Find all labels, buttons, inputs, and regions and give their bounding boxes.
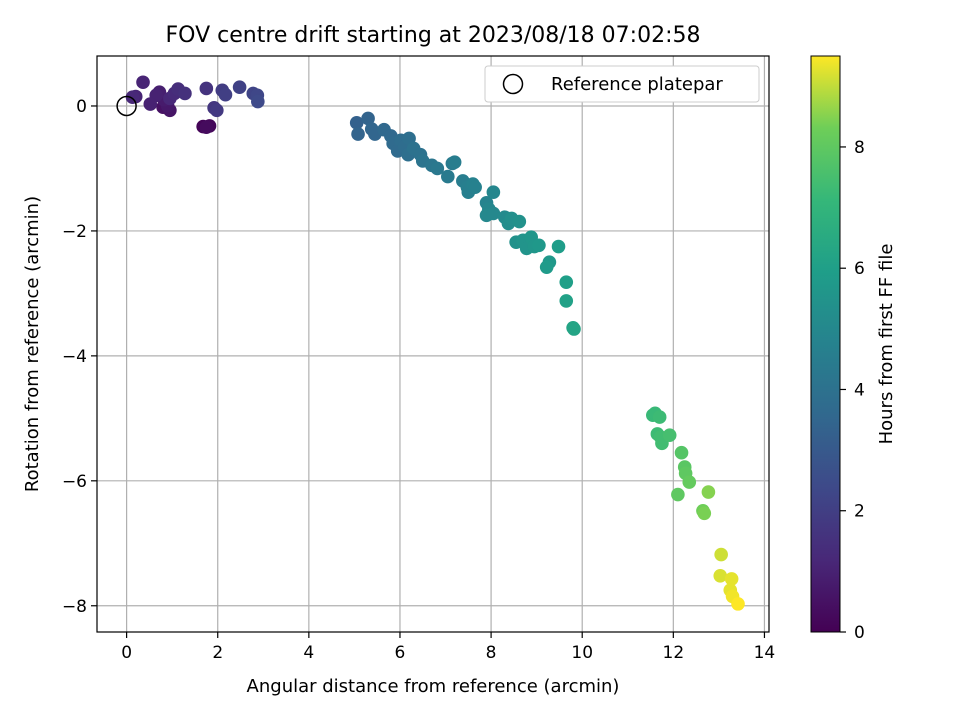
data-point — [559, 294, 574, 308]
colorbar-tick-label: 4 — [854, 380, 865, 400]
colorbar-ticks: 0 2 4 6 8 — [840, 138, 865, 643]
data-point — [724, 572, 739, 586]
data-point — [447, 155, 462, 170]
y-axis-label: Rotation from reference (arcmin) — [22, 196, 43, 492]
data-point — [697, 506, 712, 521]
reference-platepar-marker — [116, 95, 137, 117]
x-tick-label: 0 — [121, 643, 132, 663]
data-point — [652, 410, 667, 424]
x-tick-label: 12 — [663, 643, 685, 663]
data-point — [701, 485, 716, 499]
data-point — [178, 86, 192, 101]
legend-label: Reference platepar — [551, 74, 723, 95]
data-point — [559, 275, 574, 289]
x-tick-label: 10 — [571, 643, 593, 663]
colorbar-gradient — [810, 55, 841, 633]
data-point — [486, 185, 501, 199]
data-point — [671, 487, 685, 502]
colorbar-tick-label: 2 — [854, 502, 865, 522]
data-point — [430, 161, 445, 176]
chart-title: FOV centre drift starting at 2023/08/18 … — [166, 23, 701, 48]
legend-box — [484, 65, 760, 103]
data-point — [251, 94, 265, 109]
data-point — [512, 214, 527, 229]
y-tick-label: −4 — [62, 347, 87, 367]
x-tick-label: 6 — [395, 643, 406, 663]
reference-marker-layer — [116, 95, 137, 117]
legend-marker-open-circle — [502, 73, 524, 95]
data-point — [143, 97, 158, 111]
y-tick-label: −8 — [62, 597, 87, 617]
data-point — [199, 81, 214, 96]
colorbar-tick-label: 6 — [854, 259, 865, 279]
x-axis-ticks: 0 2 4 6 8 10 12 14 — [121, 632, 775, 663]
y-tick-label: 0 — [76, 97, 87, 117]
data-point — [662, 428, 677, 443]
data-point — [674, 445, 689, 460]
x-axis-label: Angular distance from reference (arcmin) — [247, 676, 620, 697]
grid-lines — [97, 56, 769, 632]
data-point — [349, 116, 364, 130]
x-tick-label: 4 — [303, 643, 314, 663]
plot-frame — [96, 55, 770, 633]
data-point — [125, 90, 140, 105]
data-point — [567, 322, 581, 336]
y-axis-ticks: 0 −2 −4 −6 −8 — [62, 97, 97, 617]
colorbar: 0 2 4 6 8 Hours from first FF file — [810, 55, 897, 643]
legend: Reference platepar — [484, 65, 760, 103]
data-point — [199, 120, 214, 135]
data-point — [441, 169, 455, 184]
x-tick-label: 14 — [754, 643, 776, 663]
data-point — [351, 127, 365, 141]
data-point — [532, 238, 546, 253]
colorbar-tick-label: 8 — [854, 138, 865, 158]
data-point — [210, 103, 224, 118]
data-point — [232, 80, 247, 95]
y-tick-label: −2 — [62, 222, 87, 242]
data-point — [486, 206, 501, 221]
colorbar-label: Hours from first FF file — [876, 244, 897, 445]
data-point — [539, 260, 554, 274]
colorbar-tick-label: 0 — [854, 623, 865, 643]
data-point — [136, 75, 150, 90]
x-tick-label: 8 — [486, 643, 497, 663]
data-point — [714, 547, 728, 562]
data-point — [682, 475, 697, 489]
data-point — [468, 180, 482, 194]
data-point — [551, 239, 566, 254]
scatter-points — [125, 75, 745, 611]
data-point — [713, 568, 728, 583]
data-point — [218, 87, 233, 102]
y-tick-label: −6 — [62, 472, 87, 492]
data-point — [731, 597, 745, 611]
x-tick-label: 2 — [212, 643, 223, 663]
data-point — [361, 111, 375, 126]
